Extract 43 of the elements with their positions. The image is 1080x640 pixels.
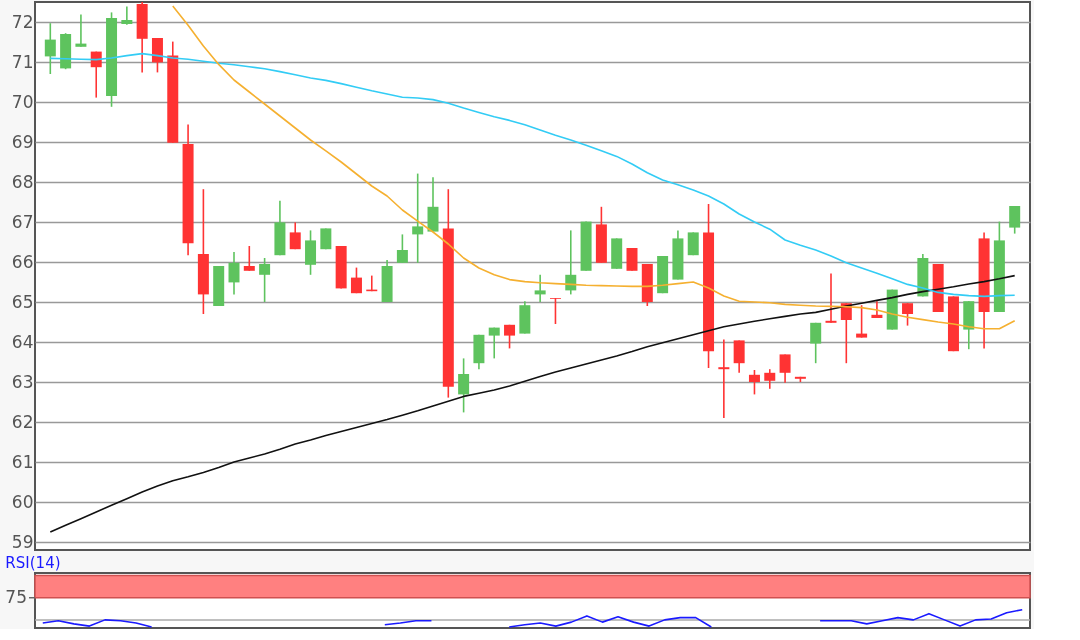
y-tick-label: 71 xyxy=(11,51,34,72)
candlestick xyxy=(1009,205,1021,235)
line-series xyxy=(49,274,1016,533)
candlestick xyxy=(779,353,791,384)
text: 75 xyxy=(5,586,27,607)
candlestick xyxy=(534,274,546,303)
y-tick-label: 72 xyxy=(11,11,34,32)
candlestick xyxy=(396,233,408,264)
candlestick xyxy=(412,172,424,264)
candlestick xyxy=(458,357,470,414)
candlestick xyxy=(825,272,837,324)
y-tick-label: 65 xyxy=(11,291,34,312)
y-tick-label: 70 xyxy=(11,91,34,112)
candlestick xyxy=(228,251,240,296)
candlestick xyxy=(75,13,87,48)
candlestick xyxy=(121,5,133,26)
chart-title: RSI(14) xyxy=(5,554,61,572)
candlestick xyxy=(718,338,730,419)
candlestick xyxy=(733,339,745,374)
candlestick xyxy=(764,368,776,390)
candlestick xyxy=(243,245,255,272)
y-tick-label: 66 xyxy=(11,251,34,272)
y-tick-label: 59 xyxy=(11,531,34,552)
candlestick xyxy=(902,302,914,327)
candlestick xyxy=(44,22,56,75)
y-tick-label: 63 xyxy=(11,371,34,392)
candlestick xyxy=(856,304,868,339)
candlestick xyxy=(259,257,271,303)
y-tick-label: 68 xyxy=(11,171,34,192)
y-tick-label: 62 xyxy=(11,411,34,432)
candlestick xyxy=(549,297,561,325)
y-tick-label: 69 xyxy=(11,131,34,152)
candlestick xyxy=(748,369,760,396)
y-tick-label: 61 xyxy=(11,451,34,472)
y-tick-label: 60 xyxy=(11,491,34,512)
y-tick-label: 67 xyxy=(11,211,34,232)
candlestick xyxy=(488,326,500,360)
candlestick xyxy=(626,247,638,272)
candlestick xyxy=(350,266,362,294)
y-tick-label: 64 xyxy=(11,331,34,352)
line-series xyxy=(171,5,1016,330)
candlestick xyxy=(810,322,822,364)
candlestick xyxy=(289,221,301,250)
